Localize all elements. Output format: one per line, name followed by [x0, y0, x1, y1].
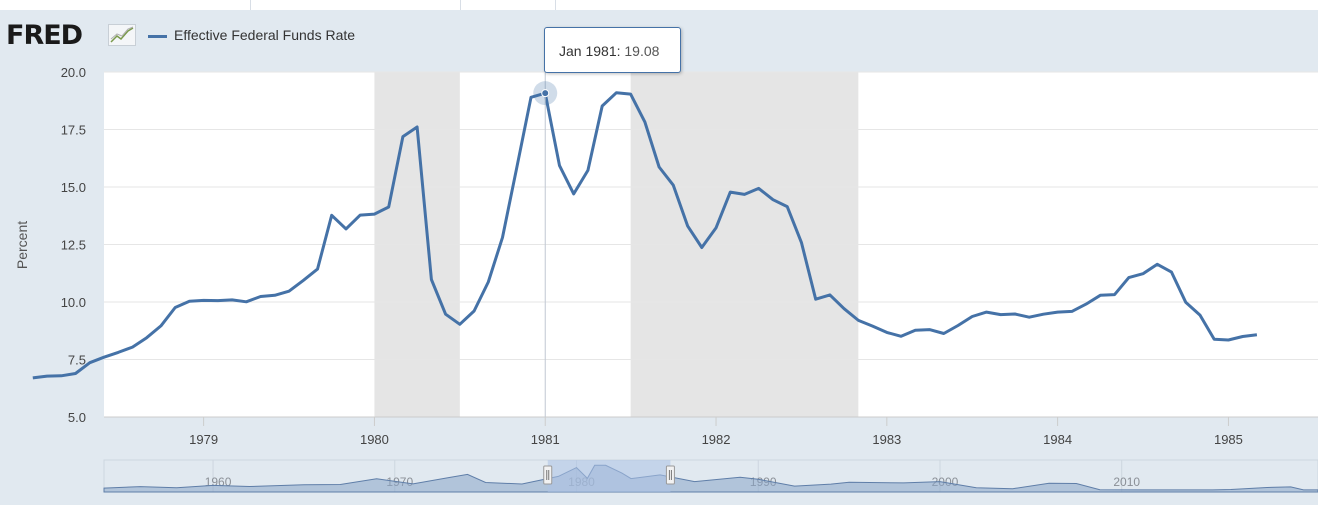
y-tick-label: 20.0: [61, 65, 86, 80]
x-tick-label: 1985: [1214, 432, 1243, 447]
y-tick-label: 17.5: [61, 123, 86, 138]
chart-header: FRED Effective Federal Funds Rate: [0, 10, 1318, 70]
line-chart-icon: [108, 24, 136, 46]
range-handle-icon[interactable]: [665, 465, 675, 485]
x-tick-label: 1983: [872, 432, 901, 447]
series-line-effective-federal-funds-rate[interactable]: [32, 91, 1258, 380]
range-handle-icon[interactable]: [543, 465, 553, 485]
y-tick-label: 7.5: [68, 353, 86, 368]
series-layer: [32, 91, 1258, 380]
y-tick-label: 10.0: [61, 295, 86, 310]
legend-label[interactable]: Effective Federal Funds Rate: [174, 27, 356, 43]
range-navigator[interactable]: 196019701980199020002010: [103, 459, 1318, 493]
navigator-selection[interactable]: [547, 460, 671, 492]
x-tick-label: 1982: [702, 432, 731, 447]
x-axis: 1979 1980 1981 1982 1983 1984 1985: [104, 416, 1318, 447]
x-tick-label: 1979: [189, 432, 218, 447]
y-tick-label: 15.0: [61, 180, 86, 195]
hover-point[interactable]: [541, 89, 550, 98]
y-tick-label: 12.5: [61, 238, 86, 253]
y-axis-label: Percent: [14, 221, 30, 269]
fred-logo[interactable]: FRED: [6, 20, 83, 51]
hover-marker: [533, 72, 558, 417]
tooltip-value: 19.08: [624, 43, 660, 59]
navigator-series-area: [103, 464, 1318, 493]
tooltip-date: Jan 1981:: [559, 43, 621, 59]
x-tick-label: 1981: [531, 432, 560, 447]
toolbar-divider: [250, 0, 251, 10]
x-tick-label: 1984: [1043, 432, 1072, 447]
y-tick-label: 5.0: [68, 410, 86, 425]
navigator-label: 2010: [1113, 475, 1140, 489]
x-tick-label: 1980: [360, 432, 389, 447]
legend-swatch: [148, 35, 167, 38]
y-axis: 20.0 17.5 15.0 12.5 10.0 7.5 5.0: [61, 65, 86, 425]
toolbar-divider: [555, 0, 556, 10]
data-tooltip: Jan 1981: 19.08: [544, 27, 681, 73]
top-toolbar-strip: [0, 0, 1318, 10]
toolbar-divider: [460, 0, 461, 10]
